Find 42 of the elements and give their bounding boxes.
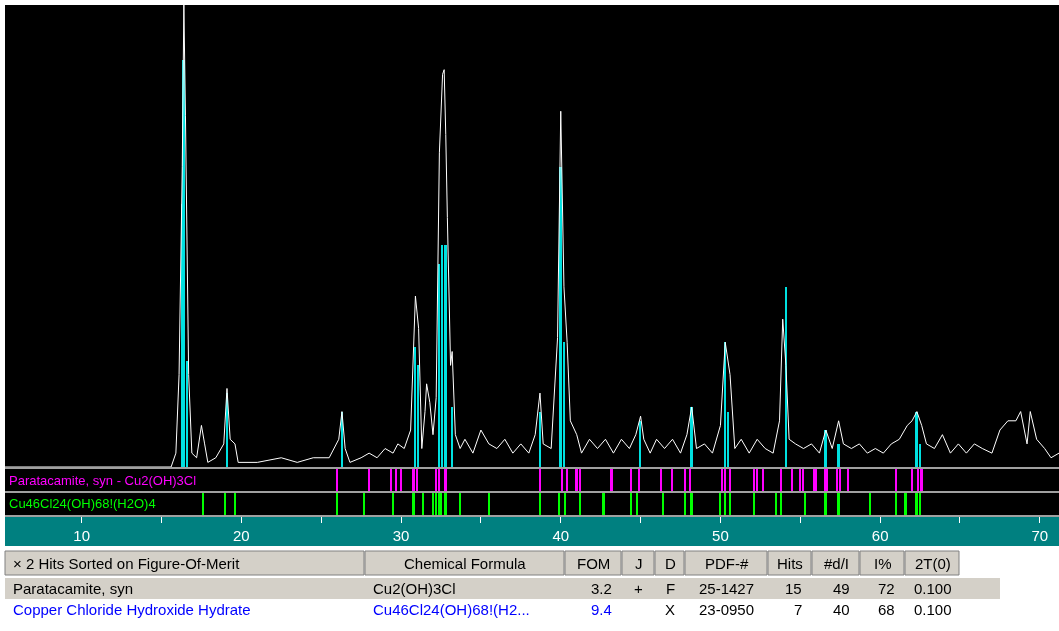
- category-label: #d/I: [824, 555, 850, 572]
- x-tick-label: 20: [233, 527, 250, 544]
- text: X: [665, 601, 676, 618]
- text: Paratacamite, syn: [13, 580, 134, 597]
- text: 0.100: [914, 580, 952, 597]
- category-label: PDF-#: [705, 555, 749, 572]
- category-label: Hits: [777, 555, 803, 572]
- x-tick-label: 50: [712, 527, 729, 544]
- category-label: 2T(0): [915, 555, 951, 572]
- category-label: FOM: [577, 555, 611, 572]
- text: 9.4: [591, 601, 612, 618]
- category-label: D: [665, 555, 676, 572]
- text: +: [634, 580, 643, 597]
- category-label: Chemical Formula: [404, 555, 527, 572]
- text: F: [666, 580, 676, 597]
- text: Copper Chloride Hydroxide Hydrate: [13, 601, 251, 618]
- text: 0.100: [914, 601, 952, 618]
- x-tick-label: 60: [871, 527, 889, 544]
- text: Paratacamite, syn - Cu2(OH)3Cl: [9, 473, 197, 488]
- x-tick-label: 40: [552, 527, 570, 544]
- bar: [451, 407, 453, 467]
- text: 15: [785, 580, 802, 597]
- x-tick-label: 10: [73, 527, 90, 544]
- text: Cu46Cl24(OH)68!(H2...: [373, 601, 530, 618]
- text: 40: [833, 601, 850, 618]
- category-label: J: [635, 555, 643, 572]
- bar: [441, 245, 443, 467]
- text: 49: [833, 580, 850, 597]
- bar: [837, 444, 840, 467]
- text: 72: [878, 580, 895, 597]
- text: 23-0950: [699, 601, 755, 618]
- text: Cu46Cl24(OH)68!(H2O)4: [9, 496, 156, 511]
- text: 7: [794, 601, 803, 618]
- text: Cu2(OH)3Cl: [373, 580, 456, 597]
- category-label: × 2 Hits Sorted on Figure-Of-Merit: [13, 555, 241, 572]
- text: 25-1427: [699, 580, 755, 597]
- category-label: I%: [874, 555, 892, 572]
- text: 3.2: [591, 580, 612, 597]
- text: 68: [878, 601, 895, 618]
- bar: [915, 412, 918, 467]
- x-tick-label: 70: [1031, 527, 1049, 544]
- x-tick-label: 30: [392, 527, 410, 544]
